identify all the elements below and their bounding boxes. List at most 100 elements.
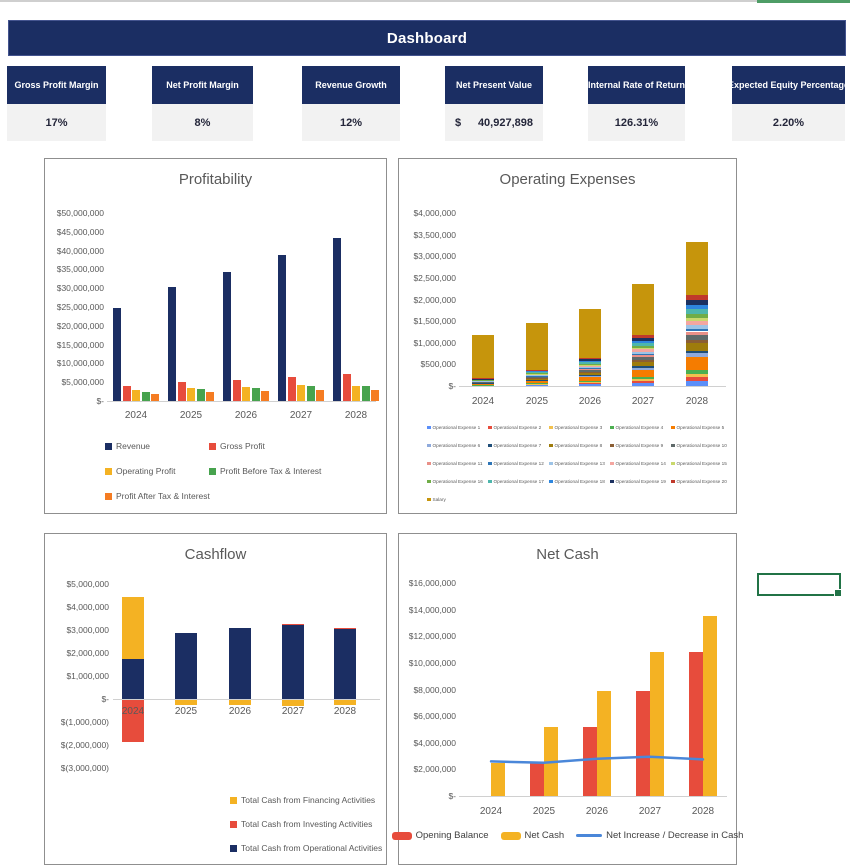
stacked-bar-segment	[526, 378, 548, 380]
x-axis-label: 2027	[631, 396, 655, 407]
y-axis-tick-label: $(2,000,000)	[60, 740, 109, 750]
x-axis-label: 2024	[471, 396, 495, 407]
legend-label: Operational Expense 3	[554, 425, 603, 430]
stacked-bar-segment	[229, 627, 251, 699]
chart-title: Net Cash	[536, 546, 599, 563]
stacked-bar-segment	[686, 339, 708, 344]
stacked-bar-segment	[632, 379, 654, 381]
bar-revenue	[223, 272, 231, 401]
x-axis-label: 2028	[333, 706, 357, 717]
kpi-number: 12%	[339, 116, 363, 129]
x-axis-label: 2024	[121, 706, 145, 717]
legend-item: Operational Expense 19	[610, 479, 666, 484]
legend-item: Operational Expense 17	[488, 479, 544, 484]
stacked-bar-segment	[526, 374, 548, 376]
stacked-bar-segment	[472, 378, 494, 379]
stacked-bar-segment	[686, 325, 708, 329]
stacked-bar-segment	[686, 314, 708, 318]
legend-swatch	[671, 461, 675, 466]
kpi-card-net-present-value: Net Present Value $ 40,927,898	[445, 66, 543, 141]
stacked-bar-segment	[282, 699, 304, 706]
kpi-label: Expected Equity Percentage	[732, 66, 845, 104]
chart-panel-profitability[interactable]: Profitability $50,000,000 $45,000,000 $40,…	[44, 158, 387, 514]
stacked-bar-segment	[686, 374, 708, 377]
stacked-bar-segment	[579, 364, 601, 366]
x-axis-label: 2025	[532, 806, 556, 817]
y-axis-tick-label: $12,000,000	[408, 631, 456, 642]
y-axis-tick-label: $16,000,000	[408, 578, 456, 588]
legend-item: Operational Expense 7	[488, 443, 541, 448]
stacked-bar-segment	[579, 375, 601, 376]
stacked-bar-segment	[686, 350, 708, 354]
stacked-bar-segment	[686, 320, 708, 326]
y-axis-tick-label: $5,000,000	[66, 579, 109, 589]
bar-gross-profit	[122, 385, 131, 401]
legend-label: Operational Expense 16	[432, 479, 483, 484]
y-axis-tick-label: $2,500,000	[413, 272, 456, 283]
bar-operating-profit	[242, 386, 250, 401]
stacked-bar-segment	[579, 383, 601, 385]
stacked-bar-segment	[526, 369, 548, 371]
stacked-bar-segment	[526, 323, 548, 370]
legend-swatch	[105, 492, 112, 500]
legend-item: Net Cash	[500, 830, 564, 841]
stacked-bar-segment	[686, 241, 708, 296]
stacked-bar-segment	[579, 367, 601, 369]
x-axis-label: 2024	[124, 410, 148, 421]
legend-item: Operational Expense 5	[671, 425, 724, 430]
legend-swatch	[427, 497, 431, 502]
legend-swatch	[488, 479, 492, 484]
stacked-bar-segment	[526, 370, 548, 372]
bar-gross-profit	[177, 382, 186, 401]
chart-title: Cashflow	[184, 546, 247, 563]
stacked-bar-segment	[686, 376, 708, 381]
legend-swatch	[488, 443, 492, 448]
bar-net-cash	[491, 762, 505, 796]
stacked-bar-segment	[526, 380, 548, 384]
stacked-bar-segment	[122, 699, 144, 742]
bar-revenue	[113, 307, 121, 401]
stacked-bar-segment	[686, 328, 708, 332]
selected-cell[interactable]	[757, 573, 842, 597]
stacked-bar-segment	[632, 376, 654, 380]
fill-handle[interactable]	[834, 589, 842, 597]
y-axis-tick-label: $-	[448, 381, 456, 391]
stacked-bar-segment	[686, 335, 708, 340]
legend-label: Operational Expense 5	[676, 425, 725, 430]
kpi-number: 2.20%	[772, 116, 805, 129]
chart-panel-net-cash[interactable]: Net Cash $16,000,000 $14,000,000 $12,000,0…	[391, 533, 743, 865]
stacked-bar-segment	[526, 384, 548, 385]
stacked-bar-segment	[526, 374, 548, 375]
legend-swatch	[209, 442, 216, 450]
chart-panel-operating-expenses[interactable]: Operating Expenses $4,000,000 $3,500,000 $…	[398, 158, 737, 514]
legend-label: Net Increase / Decrease in Cash	[606, 830, 744, 841]
stacked-bar-segment	[229, 699, 251, 706]
chart-panel-cashflow[interactable]: Cashflow $5,000,000 $4,000,000 $3,000,000 $…	[44, 533, 387, 865]
stacked-bar-segment	[579, 365, 601, 368]
legend-item: Profit Before Tax & Interest	[209, 466, 321, 476]
bar-profit-before-tax-interest	[196, 388, 205, 401]
stacked-bar-segment	[472, 379, 494, 381]
stacked-bar-segment	[686, 308, 708, 315]
stacked-bar-segment	[686, 356, 708, 370]
legend-item: Opening Balance	[391, 830, 489, 841]
bar-profit-after-tax-interest	[316, 389, 324, 401]
legend-item: Total Cash from Operational Activities	[230, 843, 382, 853]
stacked-bar-segment	[526, 385, 548, 386]
page-title: Dashboard	[386, 29, 468, 47]
y-axis-tick-label: $2,000,000	[413, 764, 456, 775]
legend-swatch	[391, 831, 412, 840]
legend-item: Operational Expense 1	[427, 425, 480, 430]
stacked-bar-segment	[175, 699, 197, 706]
x-axis-label: 2026	[228, 706, 252, 717]
legend-label: Operational Expense 20	[676, 479, 727, 484]
y-axis-tick-label: $35,000,000	[56, 264, 104, 275]
legend-label: Operational Expense 10	[676, 443, 727, 448]
y-axis-tick-label: $3,500,000	[413, 229, 456, 240]
y-axis-tick-label: $15,000,000	[56, 339, 104, 350]
stacked-bar-segment	[472, 382, 494, 383]
stacked-bar-segment	[579, 382, 601, 384]
stacked-bar-segment	[526, 377, 548, 379]
stacked-bar-segment	[632, 351, 654, 354]
stacked-bar-segment	[686, 331, 708, 336]
